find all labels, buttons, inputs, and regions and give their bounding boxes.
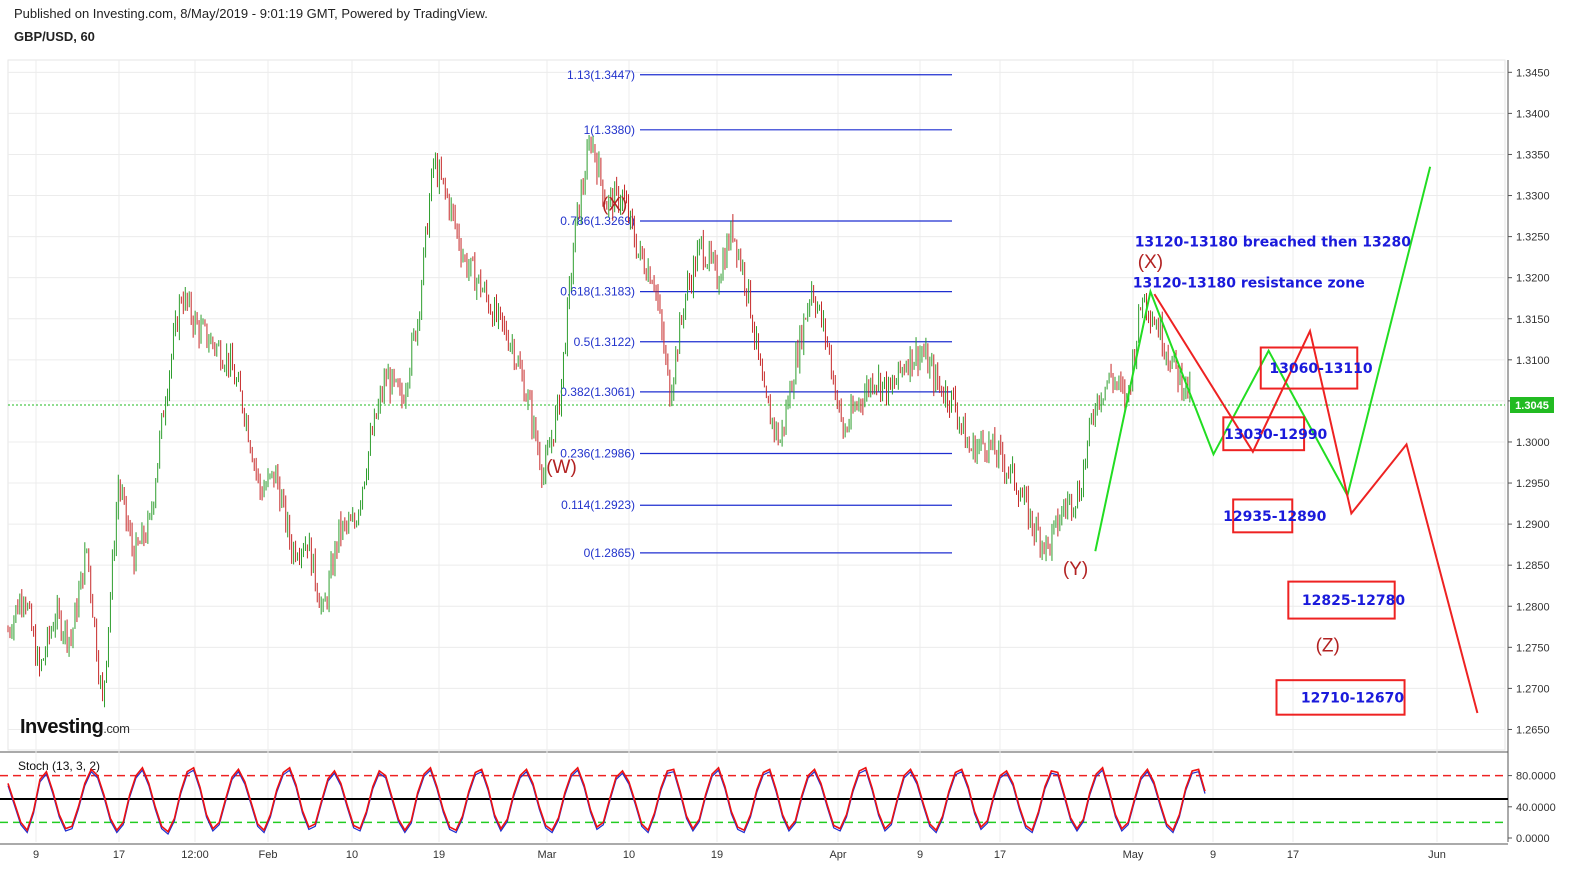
x-tick-label: 9 [917,849,923,861]
chart-header: Published on Investing.com, 8/May/2019 -… [14,6,488,44]
green-projection-path [1094,166,1432,552]
red-projection-path [1153,293,1479,714]
stoch-tick-label: 80.0000 [1516,771,1556,783]
zone-label: 12935-12890 [1223,509,1326,525]
y-tick-label: 1.3150 [1516,314,1550,326]
published-caption: Published on Investing.com, 8/May/2019 -… [14,6,488,21]
x-tick-label: 9 [33,849,39,861]
y-tick-label: 1.3100 [1516,355,1550,367]
stochastic-panel: Stoch (13, 3, 2) 80.0000 40.0000 0.0000 [0,759,1556,845]
fib-label: 0.382(1.3061) [560,385,635,399]
time-axis: 9 17 12:00 Feb 10 19 Mar 10 19 Apr 9 17 May 9 17 Jun [33,849,1446,861]
x-tick-label: Apr [829,849,846,861]
stoch-tick-label: 0.0000 [1516,833,1550,845]
fib-label: 1(1.3380) [584,123,635,137]
y-tick-label: 1.2650 [1516,724,1550,736]
wave-label: (X) [602,194,627,215]
y-tick-label: 1.2950 [1516,478,1550,490]
y-tick-label: 1.2900 [1516,519,1550,531]
price-tag-label: 1.3045 [1515,400,1549,412]
zone-label: 13030-12990 [1224,427,1327,443]
price-candles [7,135,1191,708]
note-label: 13120-13180 breached then 13280 [1135,234,1412,250]
stoch-title: Stoch (13, 3, 2) [18,759,100,773]
zone-label: 13060-13110 [1269,361,1372,377]
logo-main: Investing [20,716,104,738]
x-tick-label: 10 [623,849,635,861]
y-tick-label: 1.2700 [1516,683,1550,695]
y-tick-label: 1.3400 [1516,108,1550,120]
fib-label: 0.618(1.3183) [560,285,635,299]
fib-label: 0.5(1.3122) [574,335,635,349]
zone-box [1222,416,1306,452]
fib-label: 0.786(1.3269) [560,214,635,228]
grid [0,59,1508,845]
zone-box [1259,346,1359,390]
x-tick-label: May [1123,849,1144,861]
y-tick-label: 1.3350 [1516,149,1550,161]
x-tick-label: 17 [113,849,125,861]
wave-label: (Y) [1063,559,1088,580]
stoch-tick-label: 40.0000 [1516,802,1556,814]
x-tick-label: 19 [433,849,445,861]
x-tick-label: Mar [538,849,557,861]
y-tick-label: 1.3450 [1516,67,1550,79]
stoch-d-line [7,766,1206,834]
zone-box [1287,580,1396,620]
y-tick-label: 1.3200 [1516,273,1550,285]
x-tick-label: Jun [1428,849,1446,861]
x-tick-label: 12:00 [181,849,209,861]
price-axis: 1.3450 1.3400 1.3350 1.3300 1.3250 1.3200 1.31… [1507,60,1554,842]
y-tick-label: 1.3250 [1516,232,1550,244]
zone-label: 12710-12670 [1301,690,1404,706]
fib-label: 0.236(1.2986) [560,446,635,460]
fib-label: 1.13(1.3447) [567,68,635,82]
zone-box [1232,498,1294,534]
wave-label: (Z) [1316,635,1340,656]
y-tick-label: 1.2850 [1516,560,1550,572]
fib-label: 0(1.2865) [584,546,635,560]
y-tick-label: 1.2750 [1516,642,1550,654]
x-tick-label: 9 [1210,849,1216,861]
projection-paths [1094,166,1479,714]
x-tick-label: 10 [346,849,358,861]
x-tick-label: Feb [259,849,278,861]
fibonacci-levels: 1.13(1.3447) 1(1.3380) 0.786(1.3269) 0.618(… [560,68,952,560]
symbol-title: GBP/USD, 60 [14,29,95,44]
y-tick-label: 1.2800 [1516,601,1550,613]
y-tick-label: 1.3000 [1516,437,1550,449]
fib-label: 0.114(1.2923) [561,498,635,512]
zone-box [1275,679,1406,716]
x-tick-label: 19 [711,849,723,861]
y-tick-label: 1.3300 [1516,191,1550,203]
wave-label: (X) [1138,252,1163,273]
x-tick-label: 17 [1287,849,1299,861]
zone-label: 12825-12780 [1302,593,1405,609]
investing-logo: Investing.com [20,716,130,739]
logo-suffix: .com [103,721,130,736]
note-label: 13120-13180 resistance zone [1133,276,1365,292]
wave-label: (W) [546,457,577,478]
annotations: 13060-13110 13030-12990 12935-12890 12825-1… [546,194,1412,716]
price-tag-box [1510,397,1554,413]
x-tick-label: 17 [994,849,1006,861]
